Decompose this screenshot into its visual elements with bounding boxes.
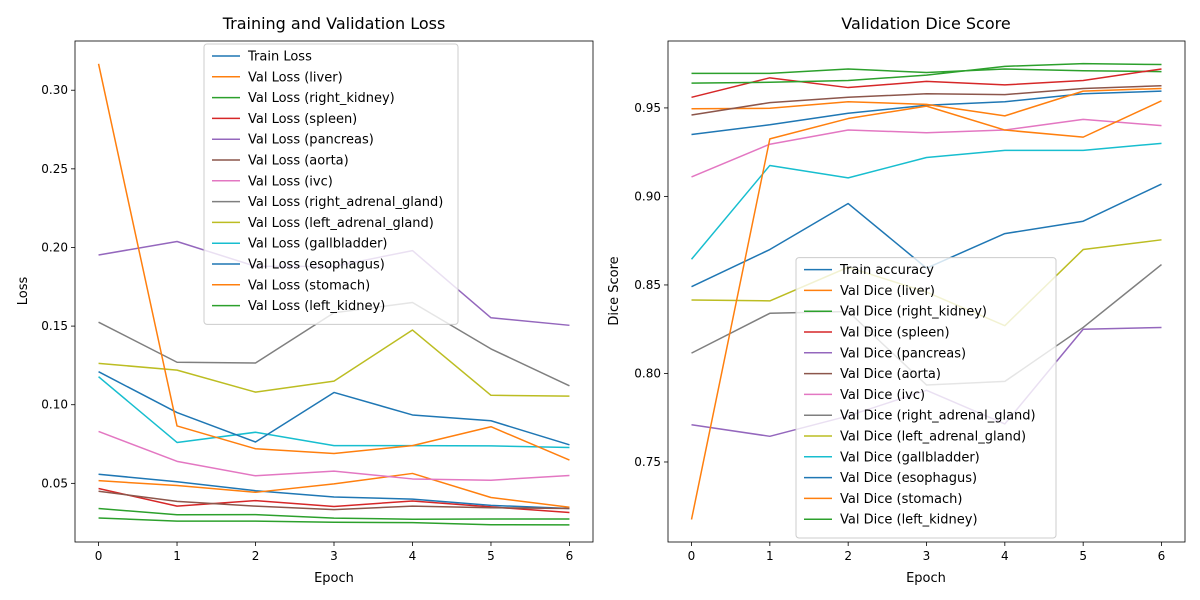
dice-chart-legend-label: Val Dice (left_kidney) (840, 513, 978, 528)
dice-chart-ytick-label: 0.95 (634, 101, 661, 115)
loss-chart-series-line-0 (98, 473, 570, 510)
dice-chart: Validation Dice Score Epoch Dice Score 0… (607, 14, 1186, 586)
dice-chart-legend: Train accuracy Val Dice (liver) Val Dice (… (795, 257, 1057, 539)
loss-chart-ytick-label: 0.30 (41, 83, 68, 97)
loss-chart-legend-label: Val Loss (left_kidney) (248, 299, 385, 314)
dice-chart-legend-label: Val Dice (stomach) (840, 492, 962, 507)
loss-chart-series-line-11 (97, 63, 570, 461)
loss-chart-xtick-label: 0 (95, 549, 103, 563)
dice-chart-series-line-5 (691, 85, 1162, 116)
loss-chart-legend-label: Val Loss (left_adrenal_gland) (248, 216, 434, 231)
dice-chart-ytick-label: 0.75 (634, 455, 661, 469)
dice-chart-legend-label: Val Dice (esophagus) (840, 471, 977, 486)
dice-chart-xtick-label: 1 (766, 549, 774, 563)
dice-chart-series-line-11 (690, 100, 1162, 520)
loss-chart-xtick-label: 1 (173, 549, 181, 563)
loss-chart-series-line-3 (98, 487, 570, 514)
dice-chart-ytick-label: 0.80 (634, 366, 661, 380)
dice-chart-legend-label: Val Dice (pancreas) (840, 346, 966, 361)
loss-chart-legend-label: Val Loss (pancreas) (248, 133, 374, 148)
dice-chart-title: Validation Dice Score (841, 14, 1010, 33)
loss-chart-title: Training and Validation Loss (222, 14, 446, 33)
dice-chart-legend-label: Train accuracy (839, 263, 934, 278)
loss-chart-ytick-label: 0.05 (41, 476, 68, 490)
loss-chart-series-line-6 (98, 430, 570, 481)
loss-chart-xlabel: Epoch (314, 571, 354, 586)
dice-chart-ylabel: Dice Score (607, 256, 622, 325)
dice-chart-legend-label: Val Dice (right_adrenal_gland) (840, 409, 1036, 424)
loss-chart-series-line-8 (98, 329, 570, 397)
loss-chart-ylabel: Loss (16, 277, 31, 306)
dice-chart-xtick-label: 6 (1158, 549, 1166, 563)
dice-chart-legend-label: Val Dice (ivc) (840, 388, 925, 403)
dice-chart-legend-label: Val Dice (left_adrenal_gland) (840, 430, 1026, 445)
dice-chart-xtick-label: 5 (1079, 549, 1087, 563)
dice-chart-legend-label: Val Dice (gallbladder) (840, 450, 980, 465)
loss-chart-legend: Train Loss Val Loss (liver) Val Loss (righ… (203, 43, 459, 325)
dice-chart-xtick-label: 4 (1001, 549, 1009, 563)
dice-chart-plot-area: 0 1 2 3 4 5 6 0.75 0.80 0.85 0.90 0.95 Train accurac… (634, 40, 1186, 563)
loss-chart-xtick-label: 3 (330, 549, 338, 563)
loss-chart-series-line-10 (98, 371, 570, 446)
loss-chart-xtick-label: 2 (252, 549, 260, 563)
loss-chart-ytick-label: 0.20 (41, 240, 68, 254)
dice-chart-xtick-label: 2 (844, 549, 852, 563)
dice-chart-xtick-label: 0 (688, 549, 696, 563)
dice-chart-series-line-12 (691, 62, 1162, 84)
loss-chart-ytick-label: 0.25 (41, 162, 68, 176)
dice-chart-xtick-label: 3 (923, 549, 931, 563)
dice-chart-legend-label: Val Dice (liver) (840, 284, 935, 299)
loss-chart-series-line-2 (98, 507, 570, 520)
loss-chart-xtick-label: 4 (409, 549, 417, 563)
dice-chart-legend-label: Val Dice (aorta) (840, 367, 941, 382)
dice-chart-ytick-label: 0.90 (634, 189, 661, 203)
dice-chart-series-line-9 (690, 142, 1162, 260)
loss-chart-ytick-label: 0.15 (41, 319, 68, 333)
dice-chart-legend-label: Val Dice (right_kidney) (840, 305, 987, 320)
loss-chart-legend-label: Val Loss (right_adrenal_gland) (248, 195, 443, 210)
loss-chart-series-line-12 (98, 517, 570, 526)
loss-chart-legend-label: Val Loss (esophagus) (248, 258, 385, 273)
loss-chart-ytick-label: 0.10 (41, 398, 68, 412)
loss-chart-legend-box (203, 43, 459, 325)
dice-chart-series-line-3 (691, 68, 1162, 99)
dice-chart-legend-box (795, 257, 1057, 539)
loss-chart-xtick-label: 5 (487, 549, 495, 563)
loss-chart-legend-label: Val Loss (stomach) (248, 278, 370, 293)
loss-chart-legend-label: Train Loss (247, 50, 312, 65)
loss-chart-legend-label: Val Loss (gallbladder) (248, 237, 388, 252)
dice-chart-ytick-label: 0.85 (634, 278, 661, 292)
loss-chart-legend-label: Val Loss (ivc) (248, 174, 333, 189)
dice-chart-series-line-1 (691, 87, 1162, 117)
dice-chart-series-line-6 (691, 118, 1162, 178)
loss-chart-xtick-label: 6 (566, 549, 574, 563)
loss-chart-series-line-9 (98, 376, 570, 449)
dice-chart-series-line-2 (691, 68, 1162, 75)
loss-chart-plot-area: 0 1 2 3 4 5 6 0.05 0.10 0.15 0.20 0.25 0.30 Train Los… (41, 40, 594, 563)
dice-chart-series-line-0 (691, 90, 1162, 136)
loss-chart-series-line-5 (98, 490, 570, 511)
dice-chart-legend-label: Val Dice (spleen) (840, 326, 950, 341)
loss-chart-legend-label: Val Loss (liver) (248, 70, 343, 85)
loss-chart-series-line-1 (98, 472, 570, 508)
loss-chart: Training and Validation Loss Epoch Loss … (16, 14, 594, 586)
loss-chart-legend-label: Val Loss (right_kidney) (248, 91, 395, 106)
dice-chart-xlabel: Epoch (906, 571, 946, 586)
loss-chart-legend-label: Val Loss (spleen) (248, 112, 357, 127)
loss-chart-legend-label: Val Loss (aorta) (248, 154, 349, 169)
